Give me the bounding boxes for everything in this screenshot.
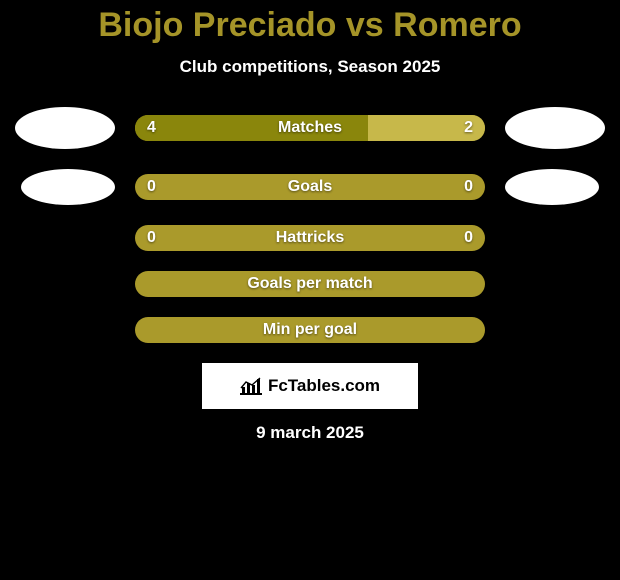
stat-value-left: 0 (147, 178, 156, 196)
stat-bar: 4 2 Matches (135, 115, 485, 141)
stat-bar: Min per goal (135, 317, 485, 343)
subtitle: Club competitions, Season 2025 (0, 57, 620, 77)
stat-row: Min per goal (0, 317, 620, 343)
stat-label: Min per goal (263, 321, 357, 339)
stat-bar: 0 0 Hattricks (135, 225, 485, 251)
stat-rows: 4 2 Matches 0 0 Goals 0 0 Hattricks Goals per mat… (0, 107, 620, 343)
player-flag-left (15, 107, 115, 149)
stat-row: Goals per match (0, 271, 620, 297)
stat-row: 4 2 Matches (0, 107, 620, 149)
chart-icon (240, 377, 262, 395)
stat-label: Matches (278, 119, 342, 137)
player-flag-right (505, 107, 605, 149)
comparison-infographic: Biojo Preciado vs Romero Club competitio… (0, 0, 620, 580)
date-text: 9 march 2025 (0, 423, 620, 443)
site-logo: FcTables.com (202, 363, 418, 409)
logo-text: FcTables.com (268, 376, 380, 396)
stat-label: Goals per match (247, 275, 372, 293)
stat-label: Goals (288, 178, 332, 196)
stat-value-right: 0 (464, 229, 473, 247)
stat-value-right: 0 (464, 178, 473, 196)
stat-value-right: 2 (464, 119, 473, 137)
player-flag-left (21, 169, 115, 205)
stat-bar: 0 0 Goals (135, 174, 485, 200)
player-flag-right (505, 169, 599, 205)
stat-row: 0 0 Goals (0, 169, 620, 205)
stat-bar: Goals per match (135, 271, 485, 297)
stat-row: 0 0 Hattricks (0, 225, 620, 251)
stat-value-left: 0 (147, 229, 156, 247)
stat-value-left: 4 (147, 119, 156, 137)
page-title: Biojo Preciado vs Romero (0, 6, 620, 45)
stat-label: Hattricks (276, 229, 344, 247)
